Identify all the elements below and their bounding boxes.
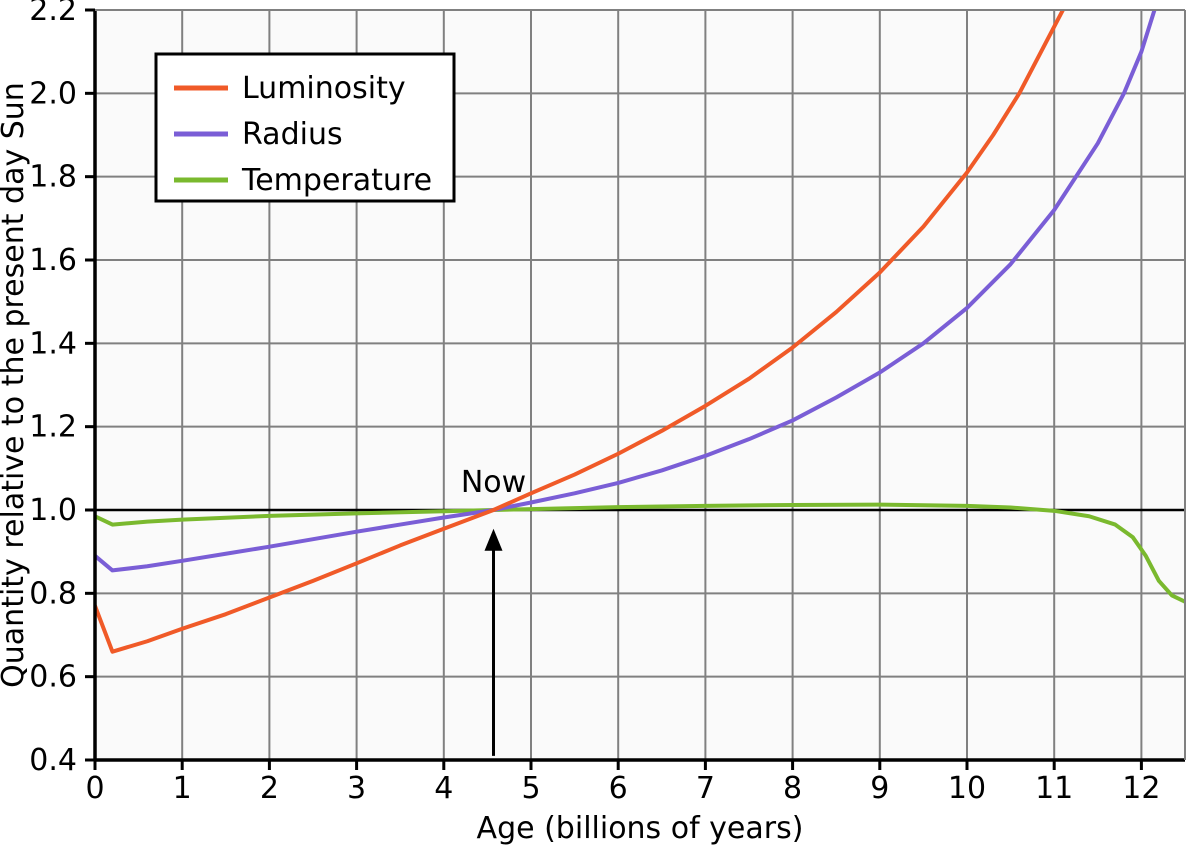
- x-tick-7: 7: [696, 771, 715, 806]
- x-tick-2: 2: [260, 771, 279, 806]
- legend: Luminosity Radius Temperature: [156, 54, 454, 201]
- y-tick-1.2: 1.2: [29, 410, 77, 445]
- legend-label-radius: Radius: [242, 117, 343, 152]
- x-tick-1: 1: [173, 771, 192, 806]
- y-tick-2: 2.0: [29, 76, 77, 111]
- x-tick-0: 0: [85, 771, 104, 806]
- solar-evolution-chart: 01234567891011120.40.60.81.01.21.41.61.8…: [0, 0, 1200, 856]
- x-axis-label: Age (billions of years): [477, 811, 804, 846]
- x-tick-8: 8: [783, 771, 802, 806]
- x-tick-12: 12: [1122, 771, 1160, 806]
- now-label: Now: [461, 465, 526, 500]
- x-tick-4: 4: [434, 771, 453, 806]
- x-tick-11: 11: [1035, 771, 1073, 806]
- y-tick-2.2: 2.2: [29, 0, 77, 28]
- chart-svg: 01234567891011120.40.60.81.01.21.41.61.8…: [0, 0, 1200, 856]
- x-tick-10: 10: [948, 771, 986, 806]
- y-tick-1.8: 1.8: [29, 160, 77, 195]
- y-tick-0.4: 0.4: [29, 743, 77, 778]
- y-axis-label: Quantity relative to the present day Sun: [0, 82, 31, 688]
- y-tick-1: 1.0: [29, 493, 77, 528]
- x-tick-5: 5: [521, 771, 540, 806]
- x-tick-9: 9: [870, 771, 889, 806]
- legend-label-temperature: Temperature: [241, 163, 432, 198]
- y-tick-1.6: 1.6: [29, 243, 77, 278]
- y-tick-0.8: 0.8: [29, 576, 77, 611]
- x-tick-6: 6: [609, 771, 628, 806]
- x-tick-3: 3: [347, 771, 366, 806]
- y-tick-0.6: 0.6: [29, 660, 77, 695]
- y-tick-1.4: 1.4: [29, 326, 77, 361]
- legend-label-luminosity: Luminosity: [242, 71, 406, 106]
